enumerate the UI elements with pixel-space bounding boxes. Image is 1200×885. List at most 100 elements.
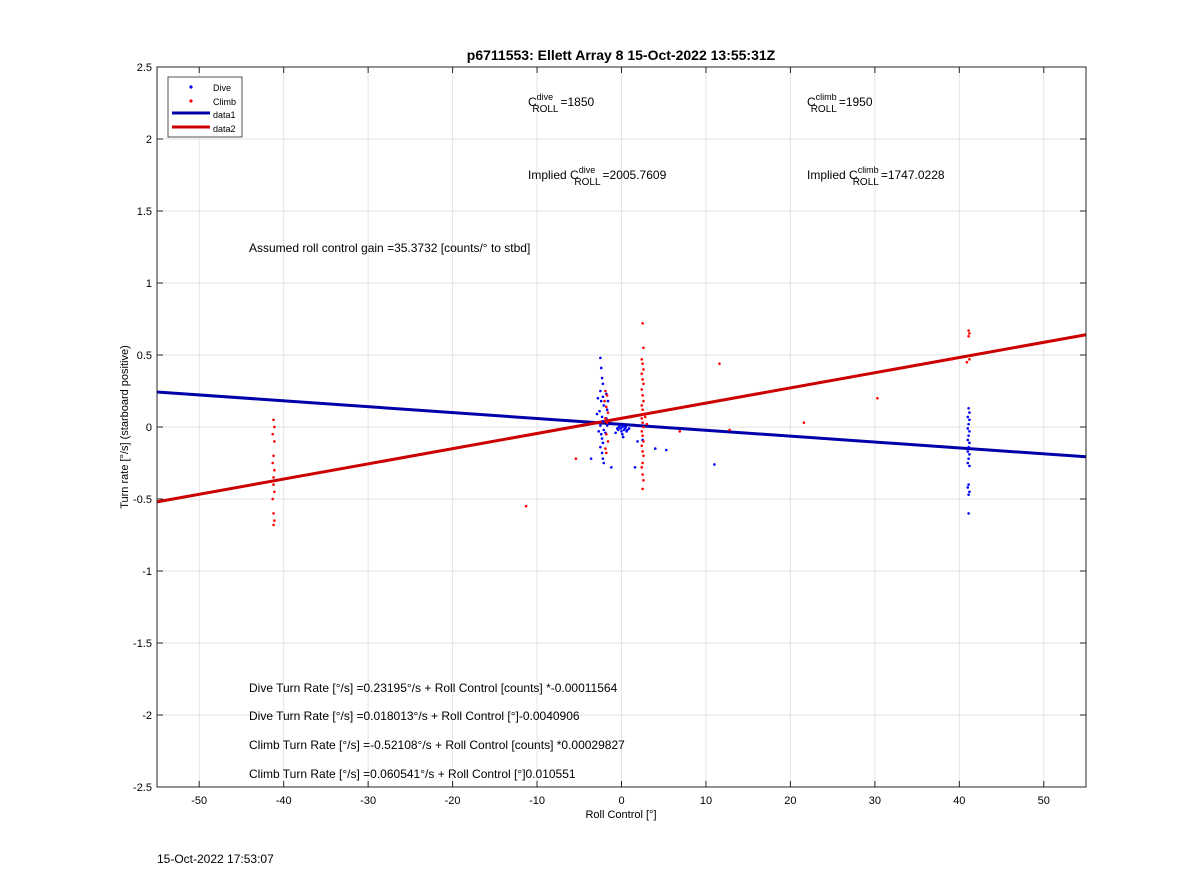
climb-data-point [605,394,609,397]
climb-data-point [273,519,276,522]
fit-equation: Climb Turn Rate [°/s] =0.060541°/s + Rol… [249,767,576,781]
dive-data-point [621,435,625,439]
data2-fit-line [156,333,1087,504]
implied-c-roll-climb-label-superscript: climb [858,165,879,175]
c-roll-climb-label-prefix: C [807,95,816,109]
dive-data-point [599,399,603,403]
climb-data-point [641,461,644,465]
climb-data-point [642,454,645,458]
dive-data-point [602,461,606,465]
dive-data-point [621,425,624,429]
climb-data-point [642,425,645,429]
y-tick-label: 0 [146,422,152,434]
dive-data-point [664,448,668,452]
fit-lines-layer [156,333,1087,504]
dive-data-point [616,428,620,432]
dive-data-point [599,389,602,393]
climb-data-point [968,332,971,335]
climb-data-point [967,334,970,338]
y-tick-label: -0.5 [133,494,152,506]
implied-c-roll-climb-label-value: =1747.0228 [881,168,945,182]
y-axis-label: Turn rate [°/s] (starboard positive) [119,345,131,509]
dive-data-point [968,464,971,468]
dive-data-point [625,430,628,433]
dive-data-point [967,457,970,460]
climb-data-point [645,422,649,426]
climb-data-point [604,447,607,450]
climb-data-point [802,421,806,424]
climb-data-point [271,461,275,465]
c-roll-dive-label-subscript: ROLL [532,104,559,115]
dive-data-point [606,399,610,403]
dive-data-point [653,447,657,450]
scatter-points-layer [271,322,971,527]
climb-data-point [641,408,644,412]
climb-data-point [273,490,276,494]
climb-data-point [967,329,970,332]
implied-c-roll-dive-label-subscript: ROLL [574,177,601,188]
dive-data-point [599,445,602,449]
climb-data-point [642,399,645,403]
dive-data-point [618,424,622,427]
climb-data-point [606,411,610,414]
y-tick-label: -2 [142,710,152,722]
c-roll-climb-label-value: =1950 [839,95,873,109]
dive-data-point [619,427,622,430]
climb-data-point [641,487,644,491]
c-roll-dive-label: Cdive ROLL=1850 [528,92,595,115]
dive-data-point [966,438,970,442]
dive-data-point [967,434,970,437]
y-tick-label: 1.5 [137,206,152,218]
implied-c-roll-climb-label-prefix: Implied C [807,168,858,182]
implied-c-roll-climb-label: Implied Cclimb ROLL=1747.0228 [807,165,945,188]
climb-data-point [642,382,645,386]
dive-data-point [610,466,613,469]
print-timestamp: 15-Oct-2022 17:53:07 [157,852,274,866]
climb-data-point [271,497,275,501]
legend-label: data1 [213,110,236,120]
x-tick-label: -50 [191,795,207,807]
dive-data-point [600,415,604,419]
climb-data-point [678,430,682,433]
climb-data-point [604,451,608,455]
climb-data-point [641,434,644,437]
dive-data-point [599,366,603,370]
dive-data-point [589,457,593,460]
dive-data-point [967,422,970,426]
x-tick-label: 40 [953,795,965,807]
dive-data-point [966,415,970,419]
dive-data-point [968,418,971,422]
dive-data-point [627,427,631,430]
climb-data-point [965,360,969,364]
climb-data-point [640,404,644,407]
dive-data-point [602,428,606,432]
climb-data-point [272,483,275,486]
dive-data-point [968,490,971,494]
climb-data-point [641,378,644,381]
x-tick-label: -40 [276,795,292,807]
legend-marker-dive [189,85,193,89]
y-tick-label: -1 [142,566,152,578]
climb-data-point [950,358,954,361]
y-tick-label: 0.5 [137,350,152,362]
dive-data-point [605,424,609,427]
dive-data-point [624,425,628,429]
climb-data-point [640,372,644,376]
dive-data-point [599,356,602,360]
dive-data-point [966,427,970,430]
legend: Dive Climb data1 data2 [167,76,243,138]
climb-data-point [642,412,645,416]
dive-data-point [601,419,605,423]
climb-data-point [604,405,608,409]
c-roll-climb-label-subscript: ROLL [811,104,838,115]
implied-c-roll-dive-label: Implied Cdive ROLL=2005.7609 [528,165,667,188]
roll-gain-annotation: Assumed roll control gain =35.3732 [coun… [249,241,530,255]
climb-data-point [640,444,644,448]
legend-label: Dive [213,83,231,93]
climb-data-point [640,388,644,391]
legend-label: Climb [213,97,236,107]
x-tick-label: -30 [360,795,376,807]
